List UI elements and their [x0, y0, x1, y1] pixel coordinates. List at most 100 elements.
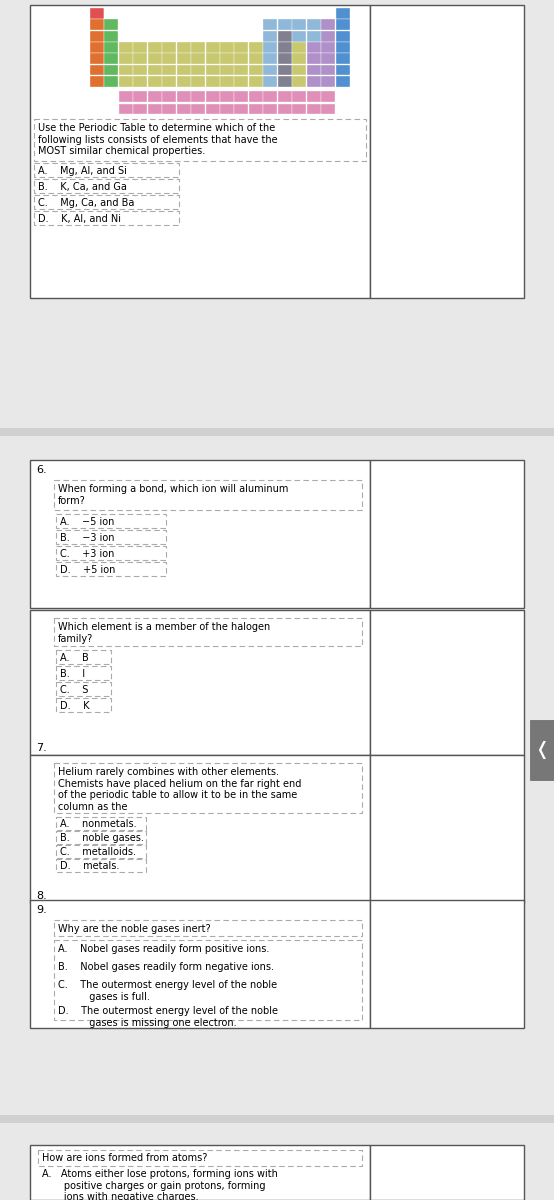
Text: C.    +3 ion: C. +3 ion	[60, 550, 114, 559]
Bar	[220, 8, 234, 19]
Text: B.    I: B. I	[60, 670, 85, 679]
Bar	[220, 53, 234, 64]
Bar	[56, 562, 166, 576]
Text: 7.: 7.	[36, 743, 47, 754]
Bar	[249, 31, 263, 42]
Bar	[148, 31, 162, 42]
Bar	[54, 480, 362, 510]
Bar	[370, 1145, 524, 1200]
Bar	[56, 698, 111, 712]
Bar	[34, 119, 366, 161]
Bar	[134, 19, 147, 30]
Bar	[278, 65, 292, 76]
Bar	[30, 900, 370, 1028]
Bar	[56, 830, 146, 844]
Bar	[336, 76, 350, 86]
Bar	[191, 103, 205, 114]
Bar	[249, 53, 263, 64]
Bar	[105, 31, 119, 42]
Bar	[119, 76, 133, 86]
Bar	[105, 19, 119, 30]
Bar	[292, 65, 306, 76]
Bar	[263, 65, 278, 76]
Bar	[321, 91, 335, 102]
Text: B.    Nobel gases readily form negative ions.: B. Nobel gases readily form negative ion…	[58, 962, 274, 972]
Bar	[220, 19, 234, 30]
Bar	[307, 103, 321, 114]
Bar	[370, 5, 524, 298]
Text: A.    nonmetals.: A. nonmetals.	[60, 818, 137, 829]
Bar	[234, 19, 249, 30]
Bar	[206, 103, 219, 114]
Bar	[148, 19, 162, 30]
Text: 8.: 8.	[36, 890, 47, 901]
Bar	[191, 19, 205, 30]
Text: Helium rarely combines with other elements.
Chemists have placed helium on the f: Helium rarely combines with other elemen…	[58, 767, 301, 811]
Text: D.    K, Al, and Ni: D. K, Al, and Ni	[38, 214, 121, 224]
Text: Use the Periodic Table to determine which of the
following lists consists of ele: Use the Periodic Table to determine whic…	[38, 122, 278, 156]
Bar	[206, 53, 219, 64]
Bar	[263, 42, 278, 53]
Bar	[292, 91, 306, 102]
Text: D.    +5 ion: D. +5 ion	[60, 565, 115, 575]
Bar	[234, 31, 249, 42]
Bar	[54, 920, 362, 936]
Bar	[191, 31, 205, 42]
Bar	[162, 91, 176, 102]
Text: Which element is a member of the halogen
family?: Which element is a member of the halogen…	[58, 622, 270, 643]
Bar	[177, 8, 191, 19]
Bar	[162, 19, 176, 30]
Bar	[249, 42, 263, 53]
Text: B.    K, Ca, and Ga: B. K, Ca, and Ga	[38, 182, 127, 192]
Bar	[119, 65, 133, 76]
Bar	[263, 103, 278, 114]
Text: C.    S: C. S	[60, 685, 89, 695]
Bar	[263, 53, 278, 64]
Bar	[321, 42, 335, 53]
Bar	[177, 19, 191, 30]
Bar	[56, 514, 166, 528]
Bar	[56, 859, 146, 872]
Bar	[191, 91, 205, 102]
Bar	[278, 42, 292, 53]
Bar	[119, 8, 133, 19]
Text: A.    Nobel gases readily form positive ions.: A. Nobel gases readily form positive ion…	[58, 944, 269, 954]
Bar	[292, 42, 306, 53]
Bar	[307, 19, 321, 30]
Bar	[30, 1145, 370, 1200]
Bar	[119, 31, 133, 42]
Bar	[134, 53, 147, 64]
Bar	[90, 19, 104, 30]
Bar	[220, 65, 234, 76]
Text: C.    Mg, Ca, and Ba: C. Mg, Ca, and Ba	[38, 198, 135, 208]
Bar	[292, 103, 306, 114]
Bar	[220, 42, 234, 53]
Bar	[34, 163, 179, 176]
Bar	[263, 91, 278, 102]
Text: How are ions formed from atoms?: How are ions formed from atoms?	[42, 1153, 207, 1163]
Bar	[321, 103, 335, 114]
Bar	[162, 103, 176, 114]
Bar	[370, 900, 524, 1028]
Bar	[54, 763, 362, 814]
Bar	[148, 53, 162, 64]
Bar	[292, 53, 306, 64]
Bar	[177, 76, 191, 86]
Bar	[162, 76, 176, 86]
Bar	[263, 8, 278, 19]
Bar	[134, 103, 147, 114]
Bar	[119, 91, 133, 102]
Text: A.    Mg, Al, and Si: A. Mg, Al, and Si	[38, 166, 127, 176]
Bar	[321, 76, 335, 86]
Bar	[162, 53, 176, 64]
Bar	[34, 211, 179, 226]
Bar	[148, 91, 162, 102]
Text: A.    B: A. B	[60, 653, 89, 662]
Bar	[370, 755, 524, 902]
Text: ❬: ❬	[535, 740, 550, 758]
Bar	[56, 530, 166, 544]
Bar	[30, 5, 370, 298]
Bar	[292, 31, 306, 42]
Bar	[220, 103, 234, 114]
Bar	[90, 53, 104, 64]
